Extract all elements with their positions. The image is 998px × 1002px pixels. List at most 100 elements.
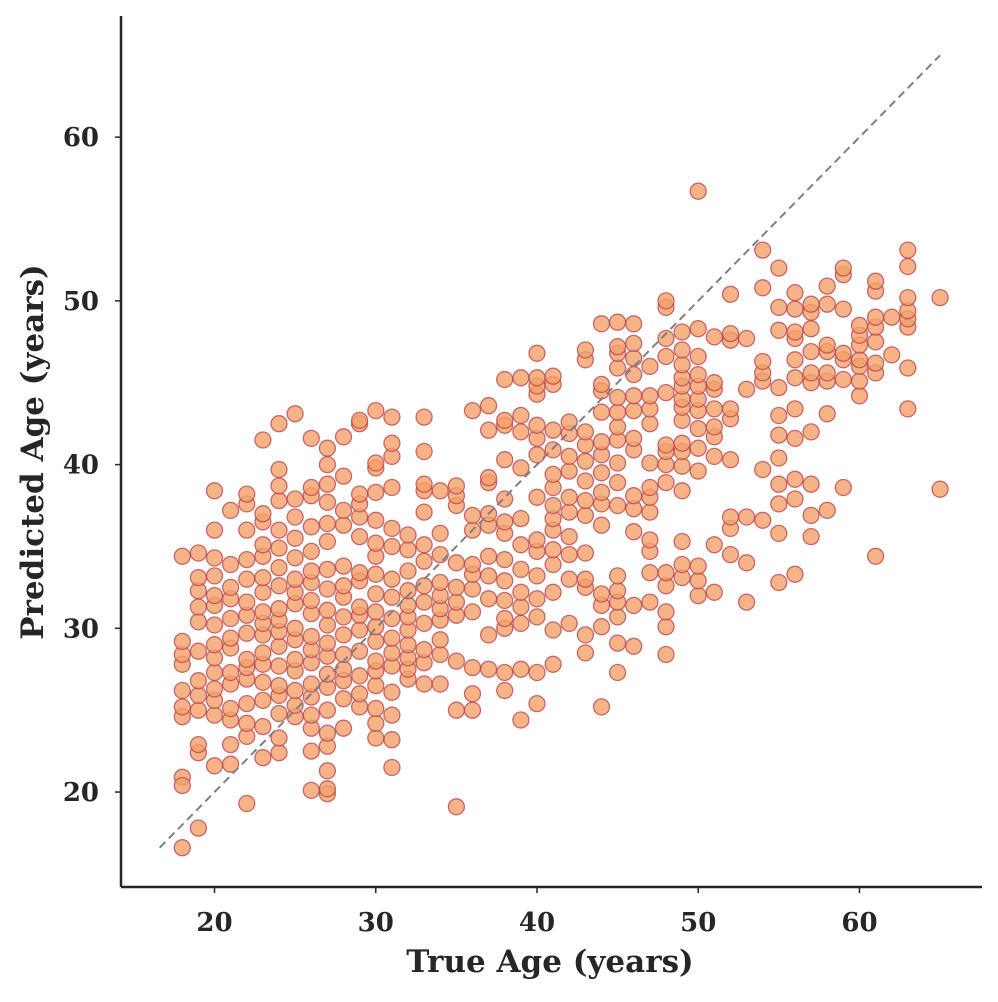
data-point xyxy=(818,501,836,520)
data-point xyxy=(254,691,272,710)
data-point xyxy=(205,616,224,634)
data-point xyxy=(496,490,514,508)
data-point xyxy=(270,744,288,762)
data-point xyxy=(544,465,562,484)
data-point xyxy=(883,308,901,326)
data-point xyxy=(367,511,385,529)
data-point xyxy=(512,536,530,554)
data-point xyxy=(512,614,530,633)
data-point xyxy=(641,387,659,405)
data-point xyxy=(560,462,578,480)
data-point xyxy=(818,295,836,313)
data-point xyxy=(754,352,772,371)
data-point xyxy=(834,259,852,277)
data-point xyxy=(415,552,433,570)
data-point xyxy=(479,547,498,565)
data-point xyxy=(350,667,369,685)
data-point xyxy=(641,503,659,521)
data-point xyxy=(673,341,691,359)
data-point xyxy=(560,503,578,521)
data-point xyxy=(512,560,530,579)
data-point xyxy=(625,315,643,333)
data-point xyxy=(770,475,788,493)
data-point xyxy=(399,562,417,580)
data-point xyxy=(528,446,546,464)
ticks-layer: 20 30 40 50 60 20 30 40 50 60 xyxy=(63,123,878,938)
data-point xyxy=(270,460,288,479)
data-point xyxy=(415,503,433,521)
data-point xyxy=(866,272,885,290)
data-point xyxy=(189,701,208,719)
data-point xyxy=(254,673,272,691)
data-point xyxy=(431,675,449,693)
data-point xyxy=(431,645,449,664)
data-point xyxy=(286,619,304,637)
data-point xyxy=(608,582,627,600)
data-point xyxy=(737,554,756,572)
data-point xyxy=(350,621,369,639)
data-point xyxy=(447,578,466,597)
data-point xyxy=(931,288,949,307)
data-point xyxy=(189,544,208,562)
data-point xyxy=(205,482,224,500)
data-point xyxy=(641,415,659,433)
data-point xyxy=(350,411,369,430)
data-point xyxy=(367,618,385,636)
data-point xyxy=(367,714,385,732)
data-point xyxy=(608,473,627,492)
y-axis-title: Predicted Age (years) xyxy=(15,264,51,639)
x-axis-title: True Age (years) xyxy=(406,944,693,980)
data-point xyxy=(238,593,256,611)
data-point xyxy=(270,477,288,495)
data-point xyxy=(512,583,530,601)
data-point xyxy=(189,568,208,587)
data-point xyxy=(431,631,449,649)
data-point xyxy=(496,591,514,610)
data-point xyxy=(383,408,401,426)
data-point xyxy=(189,735,208,754)
data-point xyxy=(238,694,256,713)
points-layer xyxy=(173,182,949,857)
data-point xyxy=(383,683,401,701)
data-point xyxy=(270,539,288,557)
x-tick-label: 20 xyxy=(196,908,232,938)
data-point xyxy=(286,490,304,508)
data-point xyxy=(721,508,740,526)
data-point xyxy=(479,421,498,439)
data-point xyxy=(205,549,224,567)
data-point xyxy=(608,313,627,331)
data-point xyxy=(608,634,627,652)
data-point xyxy=(560,570,578,588)
data-point xyxy=(818,405,836,423)
data-point xyxy=(383,629,401,647)
data-point xyxy=(657,618,675,636)
data-point xyxy=(318,439,337,457)
data-point xyxy=(576,626,595,644)
data-point xyxy=(318,601,337,619)
data-point xyxy=(221,755,240,773)
data-point xyxy=(528,488,546,506)
data-point xyxy=(866,333,885,351)
data-point xyxy=(496,411,514,430)
data-point xyxy=(544,541,562,559)
data-point xyxy=(318,780,337,798)
data-point xyxy=(334,719,353,737)
data-point xyxy=(367,585,385,603)
data-point xyxy=(221,555,240,574)
data-point xyxy=(770,524,788,543)
data-point xyxy=(479,590,498,608)
data-point xyxy=(302,742,320,760)
data-point xyxy=(447,701,466,719)
data-point xyxy=(463,580,482,598)
data-point xyxy=(270,600,288,618)
data-point xyxy=(560,527,578,546)
data-point xyxy=(334,516,353,534)
data-point xyxy=(528,608,546,626)
data-point xyxy=(576,544,595,562)
data-point xyxy=(383,519,401,538)
data-point xyxy=(576,341,595,359)
data-point xyxy=(608,663,627,682)
data-point xyxy=(318,616,337,634)
x-tick-label: 60 xyxy=(841,908,877,938)
